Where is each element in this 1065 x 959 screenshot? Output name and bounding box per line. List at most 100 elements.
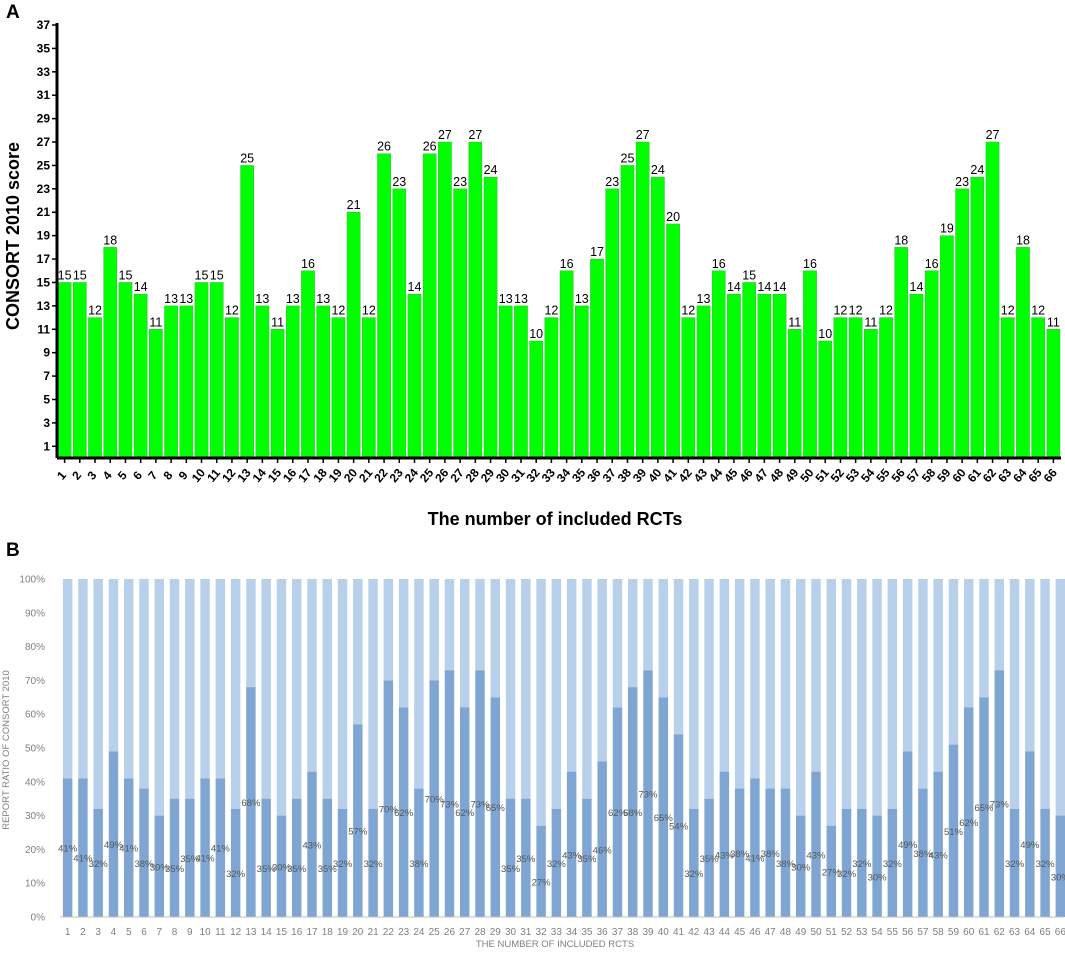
bar-reported xyxy=(93,808,103,917)
data-label: 70% xyxy=(425,795,445,806)
bar-reported xyxy=(505,798,516,917)
bar xyxy=(924,270,939,459)
data-label: 73% xyxy=(638,790,658,801)
bar-remainder xyxy=(750,579,760,779)
data-label: 14 xyxy=(727,280,741,294)
bar-reported xyxy=(139,788,149,917)
x-tick-label: 50 xyxy=(810,927,822,938)
bar-reported xyxy=(429,680,439,917)
data-label: 49% xyxy=(1020,840,1040,851)
data-label: 16 xyxy=(803,257,817,271)
y-tick-label: 33 xyxy=(37,65,51,79)
bar xyxy=(635,141,650,459)
data-label: 32% xyxy=(226,869,246,880)
bar xyxy=(240,165,254,459)
x-tick-label: 66 xyxy=(1055,927,1065,938)
bar xyxy=(590,258,604,459)
data-label: 32% xyxy=(1005,859,1025,870)
bar-remainder xyxy=(353,579,363,725)
bar-reported xyxy=(536,825,546,917)
bar-remainder xyxy=(215,579,226,779)
y-tick-label: 25 xyxy=(37,158,51,172)
bar xyxy=(529,340,543,459)
x-tick-label: 41 xyxy=(673,927,685,938)
bar xyxy=(711,270,726,459)
data-label: 38% xyxy=(134,859,154,870)
x-tick-label: 52 xyxy=(841,927,853,938)
bar-remainder xyxy=(918,579,928,789)
x-tick-label: 22 xyxy=(383,927,395,938)
bar-reported xyxy=(673,734,684,917)
data-label: 35% xyxy=(318,864,338,875)
data-label: 35% xyxy=(180,854,200,865)
x-tick-label: 64 xyxy=(1024,927,1036,938)
data-label: 41% xyxy=(73,854,93,865)
x-tick-label: 7 xyxy=(145,468,160,482)
bar-reported xyxy=(200,778,210,917)
bar-remainder xyxy=(994,579,1005,671)
data-label: 14 xyxy=(773,280,787,294)
bar-remainder xyxy=(521,579,531,799)
y-tick-label: 5 xyxy=(43,392,50,406)
bar xyxy=(103,247,118,459)
x-tick-label: 23 xyxy=(398,927,410,938)
x-tick-label: 6 xyxy=(141,927,147,938)
x-tick-label: 3 xyxy=(84,468,99,482)
bar-reported xyxy=(643,670,653,917)
y-tick-label: 9 xyxy=(43,346,50,360)
bar-reported xyxy=(841,808,852,917)
bar-reported xyxy=(566,771,577,917)
y-tick-label: 0% xyxy=(31,913,46,924)
x-tick-label: 25 xyxy=(429,927,441,938)
data-label: 23 xyxy=(605,175,619,189)
y-tick-label: 60% xyxy=(25,710,45,721)
bar-reported xyxy=(1025,751,1035,917)
bar xyxy=(331,317,346,459)
data-label: 27% xyxy=(532,877,552,888)
y-tick-label: 35 xyxy=(37,41,51,55)
x-tick-label: 54 xyxy=(872,927,884,938)
bar-reported xyxy=(383,680,394,917)
bar-remainder xyxy=(811,579,821,772)
bar xyxy=(194,282,209,459)
data-label: 15 xyxy=(73,268,87,282)
bar xyxy=(757,293,772,459)
bar-reported xyxy=(521,798,531,917)
bar xyxy=(772,293,787,459)
x-tick-label: 4 xyxy=(100,468,115,482)
bar-remainder xyxy=(536,579,546,826)
bar xyxy=(57,282,72,459)
bar-reported xyxy=(291,798,302,917)
y-tick-label: 37 xyxy=(37,18,51,32)
bar xyxy=(894,247,909,459)
data-label: 10 xyxy=(818,327,832,341)
data-label: 27 xyxy=(636,128,650,142)
bar-reported xyxy=(337,808,348,917)
x-tick-label: 53 xyxy=(856,927,868,938)
bar-remainder xyxy=(505,579,516,799)
data-label: 27 xyxy=(468,128,482,142)
bar-remainder xyxy=(230,579,241,809)
bar xyxy=(544,317,559,459)
data-label: 15 xyxy=(119,268,133,282)
bar xyxy=(1000,317,1015,459)
bar-remainder xyxy=(123,579,134,779)
x-tick-label: 26 xyxy=(444,927,456,938)
bar xyxy=(498,305,513,459)
bar-reported xyxy=(719,771,730,917)
bar-remainder xyxy=(795,579,806,816)
data-label: 38% xyxy=(409,859,429,870)
bar-remainder xyxy=(261,579,271,799)
data-label: 43% xyxy=(715,850,735,861)
data-label: 30% xyxy=(791,862,811,873)
data-label: 12 xyxy=(331,304,345,318)
data-label: 26 xyxy=(377,140,391,154)
bar-remainder xyxy=(1009,579,1020,809)
bar-reported xyxy=(734,788,745,917)
data-label: 62% xyxy=(959,818,979,829)
data-label: 35% xyxy=(501,864,521,875)
data-label: 13 xyxy=(179,292,193,306)
bar-remainder xyxy=(1055,579,1065,816)
bar xyxy=(575,305,589,459)
